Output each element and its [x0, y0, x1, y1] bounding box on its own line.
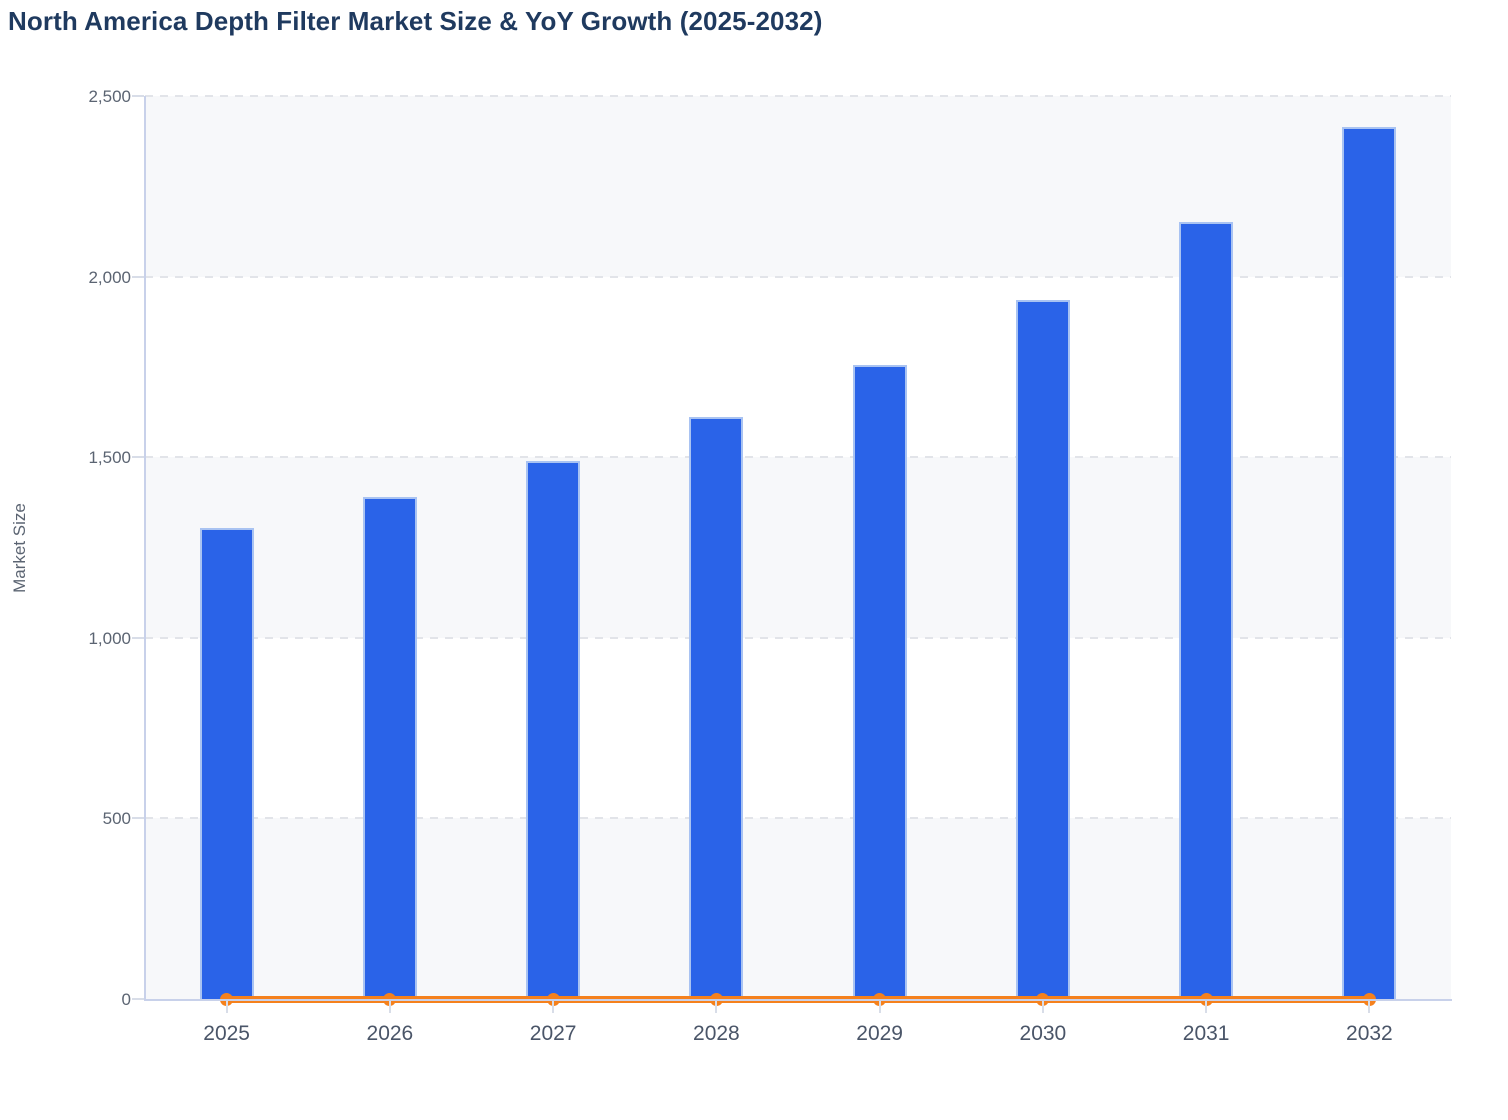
x-tick-label: 2025 — [203, 1022, 250, 1045]
bar-2027 — [526, 460, 581, 999]
y-tick-mark — [132, 817, 144, 820]
y-axis-line — [144, 96, 146, 1001]
plot-band — [145, 457, 1451, 638]
bar-2028 — [689, 417, 744, 999]
gridline — [145, 636, 1451, 639]
y-tick-mark — [132, 636, 144, 639]
plot-band — [145, 818, 1451, 999]
y-tick-mark — [132, 998, 144, 1000]
x-tick-mark — [878, 1001, 881, 1013]
chart-title: North America Depth Filter Market Size &… — [8, 6, 823, 36]
y-tick-mark — [132, 456, 144, 459]
gridline — [145, 95, 1451, 97]
x-tick-mark — [1368, 1001, 1371, 1013]
x-tick-mark — [1041, 1001, 1044, 1013]
x-tick-label: 2026 — [366, 1022, 414, 1045]
bar-2029 — [852, 365, 907, 999]
x-tick-mark — [225, 1001, 228, 1013]
x-tick-label: 2032 — [1346, 1022, 1393, 1045]
x-tick-label: 2027 — [529, 1022, 577, 1045]
x-tick-label: 2028 — [693, 1022, 740, 1045]
x-tick-label: 2031 — [1182, 1022, 1230, 1045]
x-tick-mark — [552, 1001, 555, 1013]
bar-2030 — [1015, 300, 1070, 999]
y-tick-label: 1,000 — [88, 628, 131, 648]
plot-area — [145, 95, 1451, 1006]
x-axis-line — [145, 999, 1452, 1001]
y-axis-title: Market Size — [10, 503, 29, 593]
y-tick-label: 500 — [102, 809, 131, 829]
x-tick-label: 2030 — [1019, 1022, 1067, 1045]
y-tick-mark — [132, 275, 144, 278]
x-tick-mark — [388, 1001, 391, 1013]
plot-band — [145, 96, 1451, 277]
x-tick-mark — [715, 1001, 718, 1013]
y-tick-label: 2,000 — [88, 267, 131, 287]
bar-2032 — [1342, 126, 1397, 999]
bar-2025 — [199, 527, 254, 999]
bar-2026 — [362, 496, 417, 999]
gridline — [145, 456, 1451, 459]
y-tick-mark — [132, 95, 144, 97]
x-tick-mark — [1205, 1001, 1208, 1013]
y-tick-label: 0 — [121, 990, 131, 1009]
gridline — [145, 817, 1451, 820]
y-tick-label: 1,500 — [88, 448, 131, 468]
bar-2031 — [1179, 222, 1234, 999]
gridline — [145, 275, 1451, 278]
x-tick-label: 2029 — [856, 1022, 903, 1045]
y-tick-label: 2,500 — [88, 87, 131, 106]
